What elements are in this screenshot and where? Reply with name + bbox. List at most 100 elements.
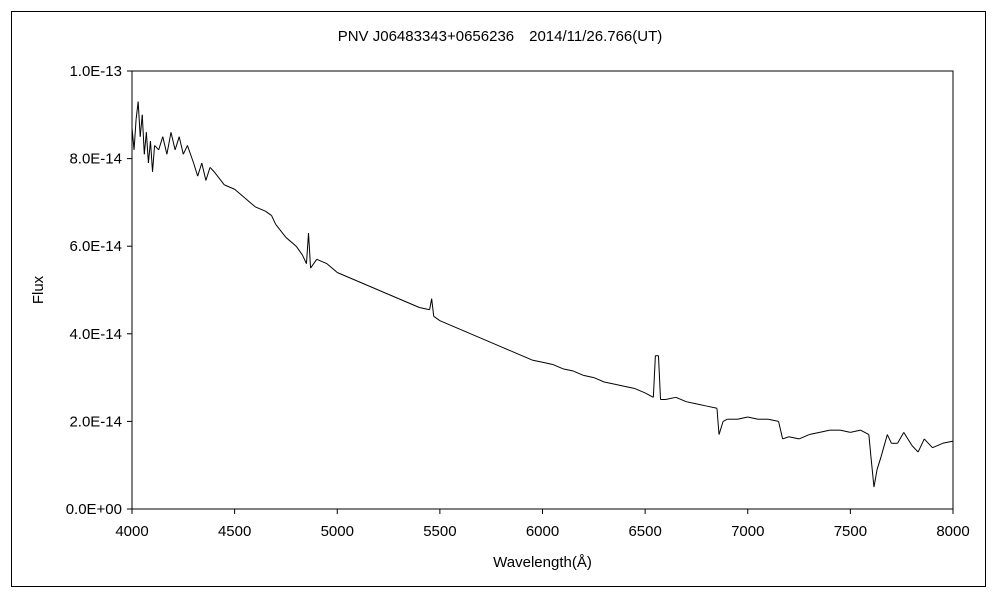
series-segment	[614, 383, 625, 387]
series-segment	[880, 434, 888, 457]
series-segment	[809, 431, 820, 436]
series-segment	[798, 434, 810, 440]
series-segment	[234, 188, 246, 199]
y-axis-label: Flux	[30, 275, 47, 304]
y-tick-label: 0.0E+00	[66, 501, 122, 518]
series-segment	[583, 374, 594, 379]
series-segment	[521, 355, 533, 361]
series-segment	[657, 355, 662, 400]
x-tick-label: 7500	[834, 523, 867, 540]
series-segment	[868, 434, 872, 457]
x-tick-label: 4500	[218, 523, 251, 540]
series-segment	[131, 127, 135, 150]
series-segment	[439, 320, 451, 326]
series-segment	[224, 184, 235, 190]
series-segment	[149, 141, 154, 172]
series-segment	[137, 101, 141, 137]
series-segment	[552, 364, 564, 370]
series-segment	[782, 436, 789, 440]
series-segment	[449, 324, 461, 330]
series-segment	[686, 401, 697, 405]
series-segment	[205, 167, 211, 181]
series-segment	[903, 432, 913, 446]
series-segment	[209, 167, 215, 173]
series-segment	[182, 145, 188, 155]
series-segment	[460, 328, 471, 335]
y-tick-label: 4.0E-14	[69, 326, 122, 343]
series-segment	[197, 162, 203, 177]
series-segment	[166, 132, 172, 155]
series-segment	[768, 418, 779, 422]
series-segment	[911, 445, 919, 453]
series-segment	[860, 429, 870, 435]
series-segment	[624, 385, 635, 390]
x-tick-label: 6000	[526, 523, 559, 540]
series-segment	[408, 302, 420, 308]
series-segment	[357, 280, 369, 287]
series-segment	[665, 396, 677, 400]
series-segment	[388, 293, 400, 300]
series-segment	[139, 114, 143, 137]
series-segment	[778, 421, 784, 440]
series-segment	[347, 276, 358, 282]
series-segment	[603, 381, 615, 385]
spectrum-chart: PNV J06483343+0656236 2014/11/26.766(UT)…	[30, 28, 970, 571]
series-segment	[501, 346, 512, 352]
series-segment	[431, 298, 435, 317]
series-segment	[419, 307, 430, 311]
series-segment	[819, 429, 830, 433]
series-segment	[917, 438, 925, 453]
series-segment	[174, 136, 180, 150]
series-segment	[429, 298, 433, 310]
series-segment	[747, 416, 759, 420]
series-segment	[942, 440, 954, 444]
series-segment	[152, 145, 156, 172]
series-segment	[470, 333, 482, 339]
y-tick-label: 8.0E-14	[69, 151, 122, 168]
series-segment	[398, 298, 410, 304]
series-segment	[897, 432, 905, 444]
series-segment	[143, 132, 147, 155]
series-segment	[378, 289, 389, 295]
series-segment	[285, 237, 297, 247]
series-segment	[305, 233, 310, 264]
series-segment	[201, 162, 207, 181]
series-segment	[135, 101, 139, 120]
series-segment	[213, 171, 225, 186]
chart-frame: PNV J06483343+0656236 2014/11/26.766(UT)…	[11, 11, 986, 587]
series-segment	[542, 361, 553, 365]
series-segment	[147, 141, 151, 164]
y-tick-label: 1.0E-13	[69, 63, 122, 80]
series-segment	[310, 259, 318, 269]
series-layer	[131, 101, 954, 488]
x-tick-label: 4000	[115, 523, 148, 540]
series-segment	[275, 223, 287, 238]
series-segment	[326, 263, 338, 273]
series-segment	[675, 396, 687, 403]
series-segment	[244, 197, 256, 208]
series-segment	[716, 408, 720, 435]
series-segment	[295, 245, 303, 256]
series-0	[131, 101, 954, 488]
series-segment	[562, 368, 574, 372]
series-segment	[186, 145, 195, 164]
series-segment	[158, 136, 164, 150]
series-segment	[696, 403, 707, 407]
x-tick-label: 6500	[628, 523, 661, 540]
series-segment	[337, 272, 348, 278]
series-segment	[178, 136, 184, 155]
series-segment	[490, 342, 502, 348]
series-segment	[316, 258, 328, 265]
series-segment	[511, 350, 523, 357]
x-tick-label: 8000	[936, 523, 969, 540]
series-segment	[706, 405, 718, 409]
series-segment	[193, 162, 199, 177]
series-segment	[850, 429, 861, 433]
series-segment	[644, 392, 654, 398]
series-segment	[923, 438, 933, 449]
series-segment	[876, 456, 882, 470]
chart-title: PNV J06483343+0656236 2014/11/26.766(UT)	[338, 28, 663, 45]
series-segment	[145, 132, 149, 164]
series-segment	[480, 337, 492, 344]
series-segment	[873, 469, 878, 488]
